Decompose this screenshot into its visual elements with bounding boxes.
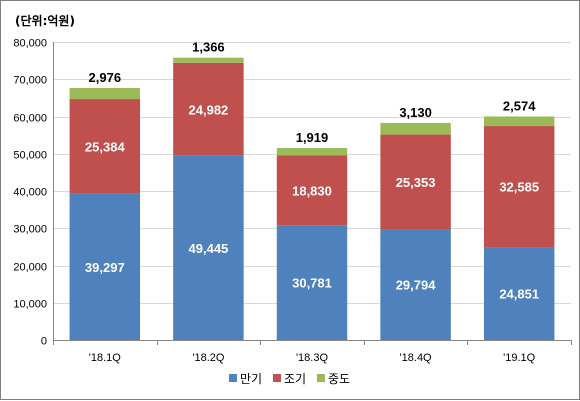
y-tick-label: 30,000 [13,224,47,236]
data-label: 25,384 [85,139,126,154]
bar-segment-중도 [173,57,244,63]
data-label: 49,445 [189,241,229,256]
x-tick-label: '18.1Q [89,352,122,364]
y-tick-label: 20,000 [13,262,47,274]
bar-segment-만기 [380,229,451,340]
bar-segment-조기 [483,126,555,248]
legend-label: 조기 [284,372,306,386]
bar-segment-중도 [380,122,451,135]
data-label: 32,585 [499,180,539,195]
bar-segment-중도 [483,116,555,127]
data-label: 18,830 [292,183,332,198]
legend-swatch [317,374,325,382]
bar-segment-중도 [276,148,348,156]
legend-swatch [229,374,237,382]
y-tick-label: 60,000 [13,113,47,125]
y-tick-label: 10,000 [13,299,47,311]
y-axis: 0 10,000 20,000 30,000 40,000 50,000 60,000 70,… [13,38,54,348]
x-axis: '18.1Q '18.2Q '18.3Q '18.4Q '19.1Q [53,340,572,364]
data-label: 39,297 [85,260,125,275]
data-label: 30,781 [292,276,332,291]
y-tick-label: 50,000 [13,150,47,162]
bar-segment-조기 [173,62,244,156]
bar-segment-조기 [380,134,451,230]
unit-label: (단위:억원) [15,13,75,28]
x-tick-label: '19.1Q [503,352,536,364]
data-labels: 39,297 25,384 2,976 49,445 24,982 1,366 30,781… [85,40,539,302]
bar-segment-만기 [276,225,348,340]
y-tick-label: 80,000 [13,38,47,50]
data-label: 2,574 [503,98,536,113]
bar-segment-만기 [483,247,555,340]
data-label: 1,919 [296,130,329,145]
data-label: 24,851 [499,287,539,302]
data-label: 25,353 [396,175,436,190]
x-tick-label: '18.4Q [400,352,433,364]
bar-segment-조기 [276,155,348,226]
y-tick-label: 0 [41,336,47,348]
bar-segment-조기 [69,99,141,194]
y-tick-label: 40,000 [13,187,47,199]
bar-segment-중도 [69,87,141,100]
data-label: 1,366 [192,40,225,55]
legend: 만기 조기 중도 [229,372,350,386]
data-label: 24,982 [189,102,229,117]
x-tick-label: '18.2Q [192,352,225,364]
bar-segment-만기 [173,155,244,340]
x-tick-label: '18.3Q [296,352,329,364]
y-tick-label: 70,000 [13,75,47,87]
data-label: 29,794 [396,278,437,293]
legend-swatch [273,374,281,382]
legend-label: 만기 [240,372,262,386]
bars [69,57,555,340]
bar-segment-만기 [69,193,141,340]
data-label: 2,976 [89,70,122,85]
data-label: 3,130 [399,105,432,120]
legend-label: 중도 [328,372,350,386]
